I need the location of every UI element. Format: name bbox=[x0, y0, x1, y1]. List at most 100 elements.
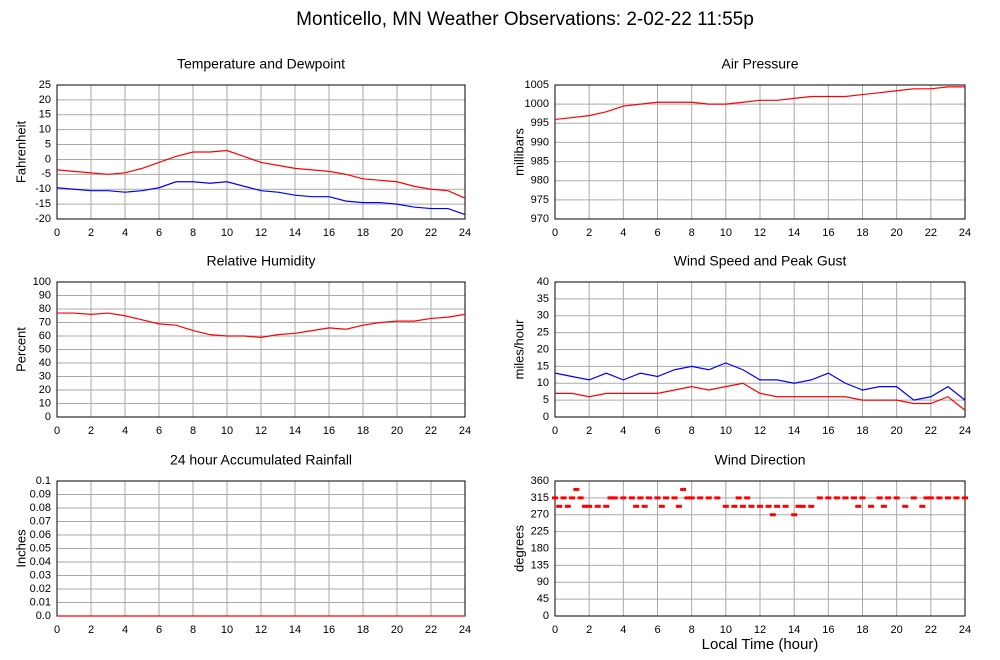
x-tick-label: 10 bbox=[221, 227, 233, 239]
y-tick-label: 30 bbox=[537, 310, 549, 322]
y-tick-label: 90 bbox=[537, 576, 549, 588]
data-point bbox=[833, 496, 840, 500]
y-tick-label: 10 bbox=[39, 124, 51, 136]
y-tick-label: 70 bbox=[39, 316, 51, 328]
data-point bbox=[944, 496, 951, 500]
data-point bbox=[697, 496, 704, 500]
data-point bbox=[744, 496, 751, 500]
y-tick-label: 225 bbox=[531, 526, 549, 538]
y-tick-label: 5 bbox=[543, 394, 549, 406]
y-tick-label: 25 bbox=[537, 327, 549, 339]
data-point bbox=[799, 504, 806, 508]
y-tick-label: 270 bbox=[531, 509, 549, 521]
data-point bbox=[927, 496, 934, 500]
y-tick-label: 20 bbox=[39, 94, 51, 106]
x-tick-label: 4 bbox=[122, 624, 128, 636]
data-point bbox=[902, 504, 909, 508]
x-tick-label: 18 bbox=[357, 425, 369, 437]
data-point bbox=[769, 513, 776, 517]
y-tick-label: 35 bbox=[537, 293, 549, 305]
y-tick-label: 15 bbox=[39, 109, 51, 121]
data-point bbox=[893, 496, 900, 500]
y-tick-label: 0.01 bbox=[30, 596, 51, 608]
data-line bbox=[554, 362, 966, 401]
y-tick-label: 0.1 bbox=[36, 475, 51, 487]
x-tick-label: 8 bbox=[190, 425, 196, 437]
y-tick-label: 0 bbox=[543, 610, 549, 622]
x-tick-label: 16 bbox=[323, 624, 335, 636]
subplot-title: Wind Speed and Peak Gust bbox=[674, 253, 847, 269]
data-point bbox=[953, 496, 960, 500]
x-tick-label: 20 bbox=[391, 624, 403, 636]
x-tick-label: 10 bbox=[221, 425, 233, 437]
data-point bbox=[782, 504, 789, 508]
data-line bbox=[56, 181, 466, 216]
x-tick-label: 12 bbox=[754, 227, 766, 239]
x-tick-label: 16 bbox=[822, 227, 834, 239]
x-tick-label: 6 bbox=[156, 624, 162, 636]
y-tick-label: 90 bbox=[39, 289, 51, 301]
y-tick-label: 990 bbox=[531, 136, 549, 148]
y-tick-label: 50 bbox=[39, 343, 51, 355]
y-tick-label: 60 bbox=[39, 330, 51, 342]
x-tick-label: 6 bbox=[156, 425, 162, 437]
data-point bbox=[663, 496, 670, 500]
data-point bbox=[552, 496, 558, 500]
data-point bbox=[684, 496, 691, 500]
y-tick-label: 0.04 bbox=[30, 556, 51, 568]
x-tick-label: 4 bbox=[122, 425, 128, 437]
data-point bbox=[688, 496, 695, 500]
x-tick-label: 24 bbox=[459, 624, 471, 636]
data-line bbox=[56, 149, 466, 199]
data-point bbox=[748, 504, 755, 508]
x-tick-label: 22 bbox=[925, 425, 937, 437]
x-tick-label: 4 bbox=[122, 227, 128, 239]
x-tick-label: 18 bbox=[856, 425, 868, 437]
x-tick-label: 12 bbox=[255, 624, 267, 636]
data-point bbox=[671, 496, 678, 500]
y-tick-label: 0.05 bbox=[30, 542, 51, 554]
y-tick-label: 995 bbox=[531, 117, 549, 129]
y-tick-label: -15 bbox=[35, 198, 51, 210]
data-point bbox=[654, 496, 661, 500]
data-point bbox=[573, 487, 580, 491]
data-point bbox=[658, 504, 665, 508]
plot-frame bbox=[56, 281, 466, 418]
data-point bbox=[628, 496, 635, 500]
x-tick-label: 2 bbox=[88, 425, 94, 437]
x-tick-label: 10 bbox=[720, 624, 732, 636]
data-point bbox=[739, 504, 746, 508]
y-tick-label: 0 bbox=[45, 153, 51, 165]
data-point bbox=[885, 496, 892, 500]
plot-frame bbox=[554, 84, 966, 220]
x-tick-label: 16 bbox=[323, 425, 335, 437]
data-point bbox=[569, 496, 576, 500]
x-tick-label: 14 bbox=[788, 227, 800, 239]
data-point bbox=[859, 496, 866, 500]
x-tick-label: 10 bbox=[720, 227, 732, 239]
x-tick-label: 12 bbox=[255, 227, 267, 239]
subplot-title: Air Pressure bbox=[721, 56, 798, 72]
data-point bbox=[808, 504, 815, 508]
x-tick-label: 2 bbox=[88, 624, 94, 636]
data-point bbox=[722, 504, 729, 508]
y-tick-label: 0 bbox=[543, 411, 549, 423]
y-tick-label: 45 bbox=[537, 593, 549, 605]
page-title: Monticello, MN Weather Observations: 2-0… bbox=[296, 9, 754, 30]
x-tick-label: 8 bbox=[689, 425, 695, 437]
data-point bbox=[637, 496, 644, 500]
x-tick-label: 0 bbox=[54, 624, 60, 636]
y-tick-label: 40 bbox=[39, 357, 51, 369]
x-tick-label: 6 bbox=[654, 624, 660, 636]
x-tick-label: 24 bbox=[959, 227, 971, 239]
y-axis-label: degrees bbox=[511, 525, 526, 572]
y-tick-label: 25 bbox=[39, 79, 51, 91]
data-point bbox=[757, 504, 763, 508]
x-tick-label: 20 bbox=[391, 227, 403, 239]
data-point bbox=[936, 496, 943, 500]
data-point bbox=[603, 504, 610, 508]
data-line bbox=[555, 382, 966, 411]
y-tick-label: 5 bbox=[45, 138, 51, 150]
data-point bbox=[620, 496, 627, 500]
y-tick-label: 135 bbox=[531, 559, 549, 571]
